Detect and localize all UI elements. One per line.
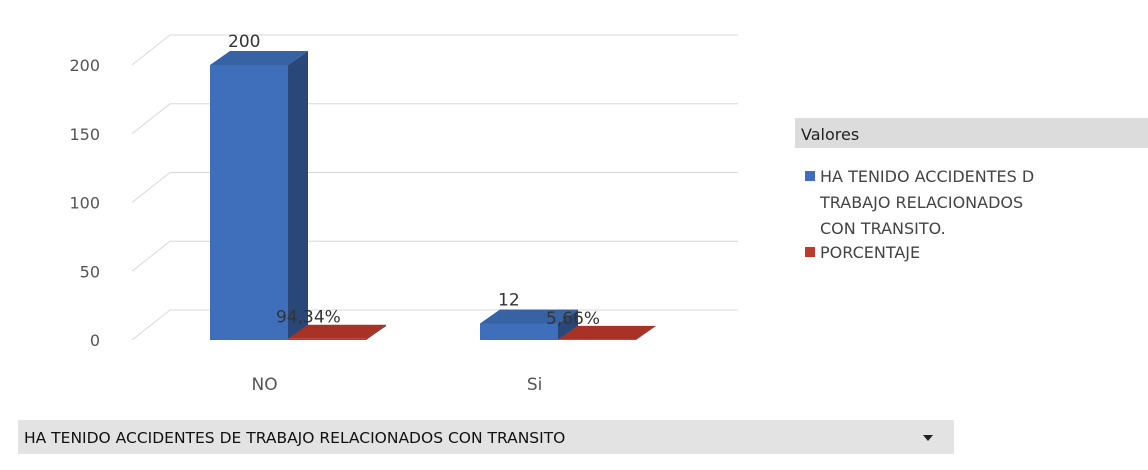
- bar-porcentaje-no: [288, 324, 386, 340]
- bar-front: [210, 65, 288, 340]
- bars: [210, 51, 656, 340]
- field-filter-label: HA TENIDO ACCIDENTES DE TRABAJO RELACION…: [24, 429, 565, 447]
- legend-entries: HA TENIDO ACCIDENTES D TRABAJO RELACIONAD…: [805, 167, 1034, 262]
- bar-top: [288, 324, 386, 339]
- legend-title: Valores: [801, 125, 859, 144]
- bar-porcentaje-si: [558, 325, 656, 340]
- legend-swatch: [805, 247, 815, 257]
- bar-accidentes-si: [480, 309, 578, 340]
- gridline-perspective: [131, 309, 171, 341]
- y-tick-label: 0: [90, 331, 100, 350]
- gridline-perspective: [131, 240, 171, 272]
- legend-swatch: [805, 171, 815, 181]
- data-labels: 200 12 94,34% 5,66%: [228, 32, 600, 329]
- bar-side: [558, 309, 578, 340]
- bar-front: [288, 338, 366, 340]
- bar-side: [366, 324, 386, 340]
- gridline-perspective: [131, 34, 171, 66]
- legend-entry-text: TRABAJO RELACIONADOS: [819, 193, 1023, 212]
- bar-side: [288, 51, 308, 340]
- legend-entry-text: CON TRANSITO.: [820, 219, 946, 238]
- gridline-perspective: [131, 103, 171, 135]
- legend: Valores HA TENIDO ACCIDENTES D TRABAJO RE…: [795, 118, 1148, 262]
- bar-top: [480, 309, 578, 324]
- legend-title-bar: [795, 118, 1148, 148]
- gridline-perspective: [131, 172, 171, 203]
- x-axis-categories: NO Si: [252, 375, 543, 395]
- dropdown-arrow-icon[interactable]: [923, 435, 933, 441]
- bar-top: [558, 325, 656, 340]
- bar-front: [480, 323, 558, 340]
- bar-top: [210, 51, 308, 65]
- y-axis-ticks: 0 50 100 150 200: [69, 56, 100, 350]
- x-category-label: Si: [527, 375, 543, 395]
- legend-entry-text: PORCENTAJE: [820, 243, 920, 262]
- data-label: 5,66%: [546, 309, 600, 329]
- data-label: 200: [228, 32, 260, 52]
- y-tick-label: 100: [69, 194, 100, 213]
- x-category-label: NO: [252, 375, 278, 395]
- bar-accidentes-no: [210, 51, 308, 340]
- data-label: 94,34%: [276, 308, 341, 328]
- y-tick-label: 150: [69, 125, 100, 144]
- y-tick-label: 200: [69, 56, 100, 75]
- field-filter-background: [18, 420, 954, 454]
- field-filter-button[interactable]: HA TENIDO ACCIDENTES DE TRABAJO RELACION…: [18, 420, 954, 454]
- y-tick-label: 50: [80, 262, 100, 281]
- legend-entry-text: HA TENIDO ACCIDENTES D: [820, 167, 1034, 186]
- bar-side: [636, 325, 656, 340]
- data-label: 12: [498, 291, 520, 311]
